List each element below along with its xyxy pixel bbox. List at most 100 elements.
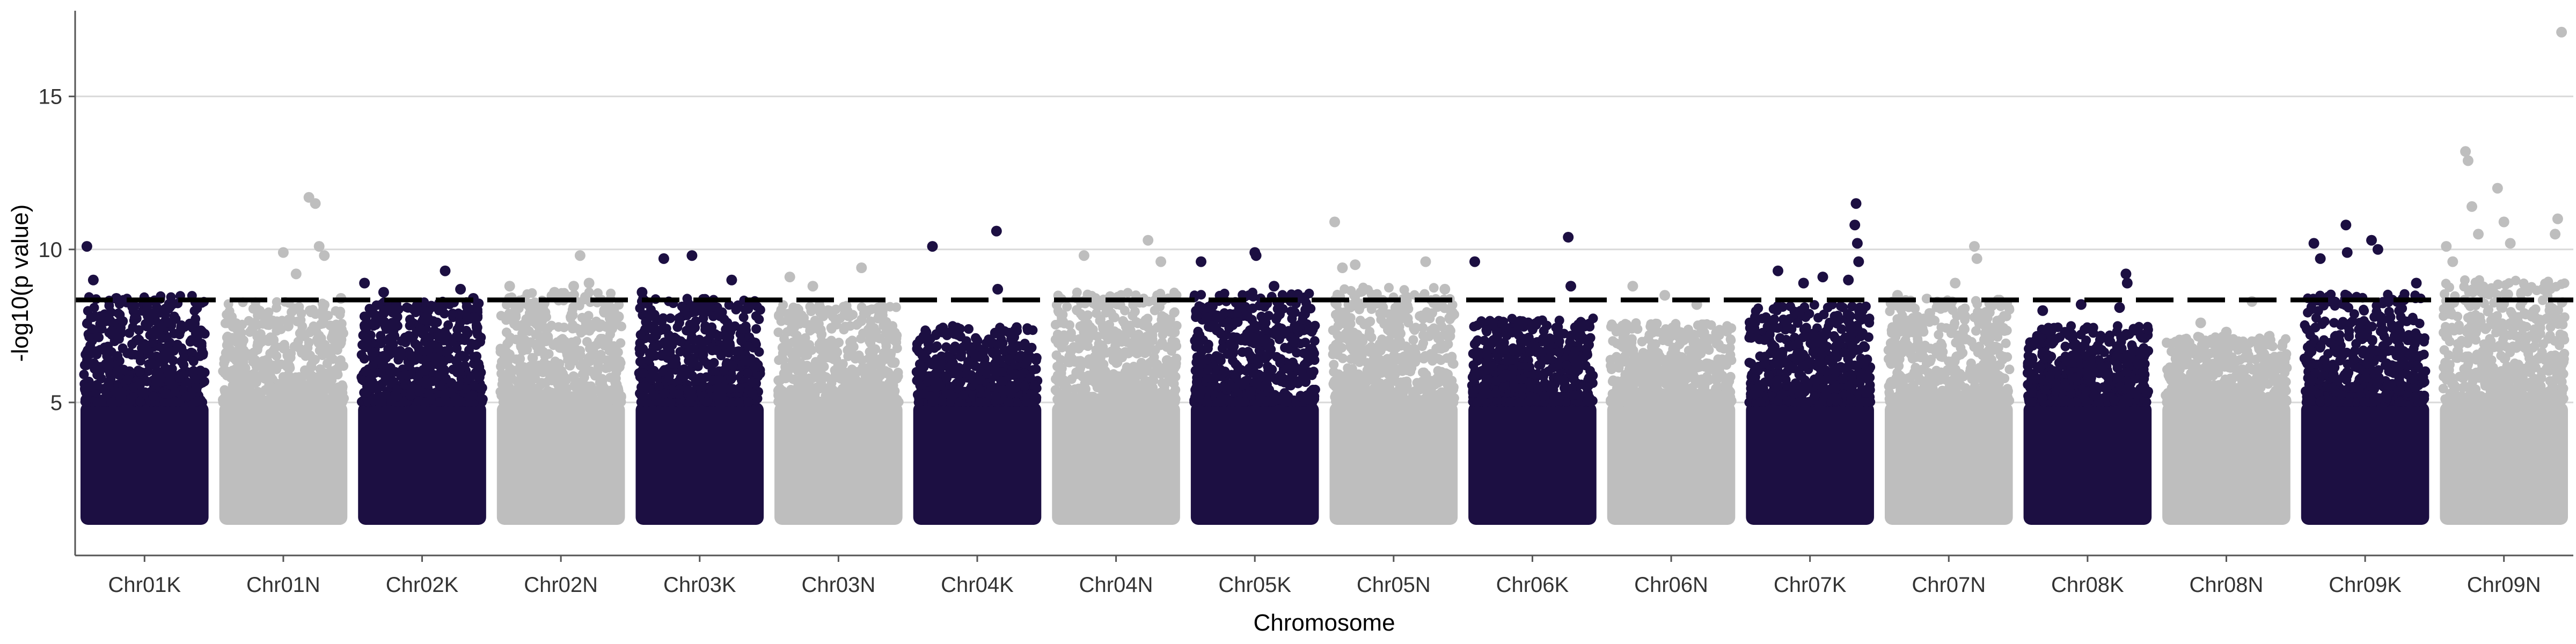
snp-point	[377, 360, 387, 370]
snp-point	[716, 394, 726, 404]
snp-point	[565, 360, 575, 370]
snp-point	[786, 324, 796, 334]
snp-point	[404, 360, 414, 370]
snp-point	[406, 391, 416, 401]
snp-point	[566, 309, 576, 319]
snp-point	[135, 367, 145, 377]
snp-point	[150, 379, 159, 390]
snp-point	[127, 350, 137, 360]
snp-point	[275, 382, 286, 392]
snp-point	[1274, 392, 1284, 402]
snp-point	[270, 390, 280, 400]
snp-point	[503, 371, 513, 381]
snp-point	[568, 320, 578, 330]
snp-point	[379, 305, 389, 316]
snp-point-outlier	[145, 308, 157, 319]
snp-point	[591, 397, 602, 407]
snp-point	[239, 396, 250, 406]
snp-point	[883, 397, 894, 407]
chromosome-points-Chr05K	[1189, 247, 1320, 525]
snp-point	[397, 336, 407, 346]
snp-point	[559, 323, 569, 333]
snp-point	[679, 306, 690, 316]
snp-point	[986, 382, 996, 392]
snp-point	[79, 360, 90, 370]
snp-point	[991, 349, 1001, 360]
snp-point	[675, 347, 685, 357]
snp-point	[1195, 391, 1205, 400]
snp-point	[306, 396, 317, 406]
snp-point	[743, 397, 753, 407]
snp-point	[1104, 301, 1114, 311]
snp-point	[1203, 364, 1213, 375]
snp-point	[598, 375, 608, 385]
snp-point	[543, 324, 553, 334]
snp-point	[1278, 374, 1289, 384]
snp-point	[496, 311, 506, 321]
snp-point	[936, 360, 946, 370]
snp-point-outlier	[1078, 250, 1089, 261]
snp-point	[188, 356, 199, 367]
snp-point	[913, 397, 924, 407]
chromosome-points-Chr03K	[634, 250, 765, 525]
snp-point	[368, 306, 377, 317]
snp-point	[612, 379, 622, 390]
snp-point	[142, 376, 152, 386]
snp-point	[1059, 318, 1070, 328]
snp-point	[603, 339, 613, 349]
snp-point-outlier	[1155, 256, 1167, 267]
snp-point	[192, 383, 202, 393]
snp-point	[306, 360, 316, 370]
snp-point	[734, 397, 744, 407]
snp-point	[453, 332, 463, 342]
snp-point	[635, 330, 646, 340]
snp-point	[811, 397, 821, 407]
snp-point	[822, 396, 832, 405]
snp-point	[296, 309, 306, 319]
snp-point	[1253, 359, 1263, 369]
snp-point	[193, 396, 203, 406]
snp-point	[379, 317, 390, 327]
snp-point	[1228, 355, 1238, 365]
snp-point	[1270, 330, 1280, 340]
snp-point	[92, 397, 103, 407]
snp-point	[569, 374, 580, 384]
snp-point	[799, 344, 809, 354]
snp-point	[872, 326, 881, 336]
snp-point-outlier	[1269, 281, 1279, 292]
snp-point-outlier	[856, 262, 867, 273]
snp-point	[837, 387, 847, 397]
snp-point	[665, 313, 676, 323]
snp-point	[1196, 302, 1206, 312]
snp-point	[252, 389, 262, 399]
snp-point	[919, 389, 929, 399]
snp-point	[927, 397, 938, 407]
chromosome-points-Chr04N	[1050, 235, 1182, 525]
snp-point	[148, 338, 158, 348]
snp-point	[94, 332, 104, 342]
snp-point	[810, 321, 821, 332]
snp-point	[368, 360, 378, 370]
snp-point	[1224, 323, 1234, 333]
snp-point-outlier	[81, 241, 92, 252]
snp-point	[369, 348, 379, 358]
snp-point	[803, 382, 814, 392]
snp-point	[962, 361, 972, 371]
snp-point	[795, 383, 804, 392]
snp-point	[318, 319, 328, 329]
snp-point	[663, 334, 674, 345]
snp-point	[1234, 377, 1245, 387]
snp-point	[360, 322, 370, 332]
snp-point	[237, 342, 247, 353]
snp-point	[266, 371, 276, 382]
snp-point	[793, 365, 803, 376]
snp-point	[231, 395, 241, 405]
snp-point	[852, 351, 862, 361]
snp-point	[712, 345, 722, 355]
snp-point	[1205, 373, 1214, 383]
snp-point	[356, 350, 367, 360]
snp-point	[802, 361, 812, 371]
snp-point	[1221, 394, 1231, 405]
snp-point	[496, 346, 507, 356]
snp-point	[831, 354, 841, 364]
